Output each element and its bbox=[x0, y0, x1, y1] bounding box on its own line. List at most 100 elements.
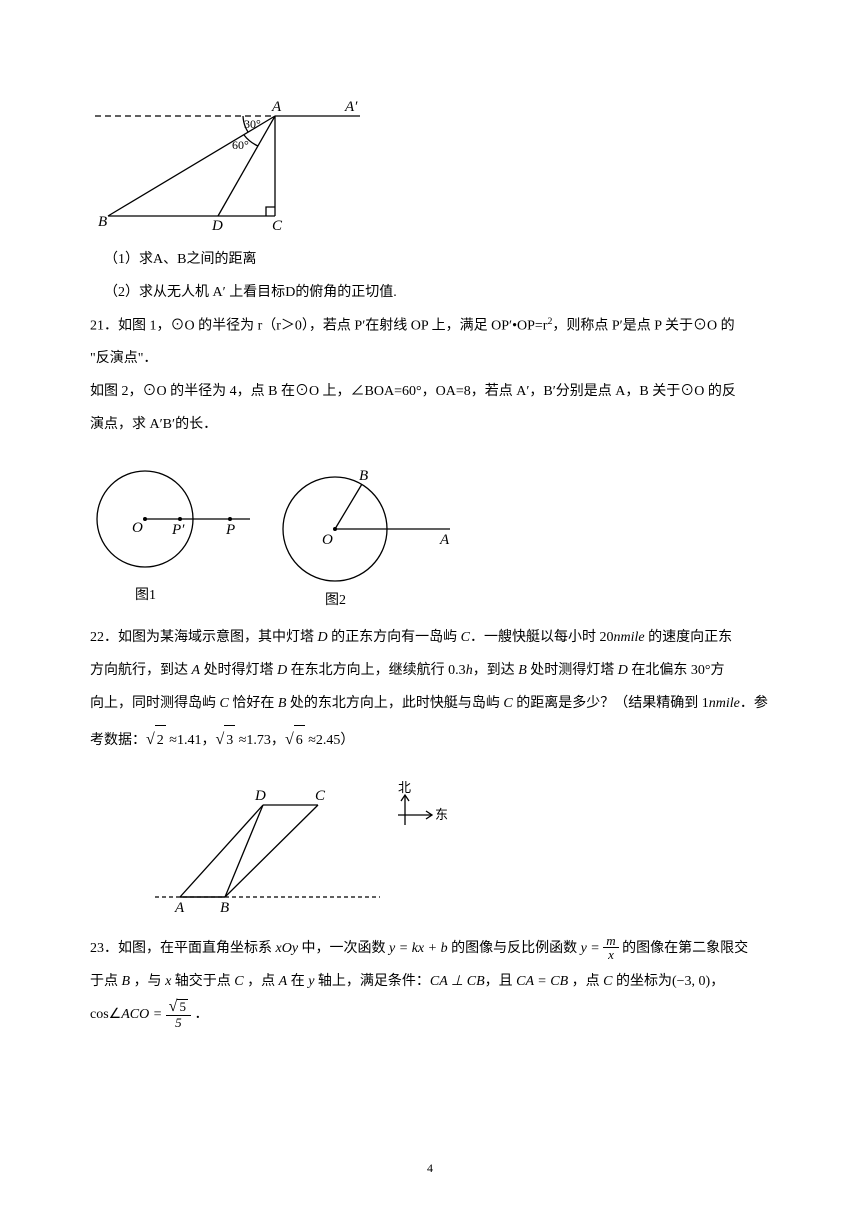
t: 处时测得灯塔 bbox=[527, 663, 618, 678]
t: 上看目标 bbox=[229, 285, 285, 300]
t: x bbox=[603, 948, 618, 961]
t: （1）求 bbox=[104, 252, 153, 267]
t: ． bbox=[191, 1007, 209, 1022]
t: 考数据： bbox=[90, 733, 146, 748]
t: 处的东北方向上，此时快艇与岛屿 bbox=[286, 696, 503, 711]
label-D: D bbox=[211, 218, 223, 233]
t: 中，一次函数 bbox=[298, 941, 389, 956]
q23-line1: 23．如图，在平面直角坐标系 xOy 中，一次函数 y = kx + b 的图像… bbox=[90, 934, 770, 965]
t: ≈1.73， bbox=[235, 733, 285, 748]
t: (−3, 0) bbox=[672, 974, 710, 989]
t: D bbox=[318, 630, 328, 645]
label-O1: O bbox=[132, 520, 143, 536]
t: 2 bbox=[155, 725, 166, 757]
t: 在东北方向上，继续航行 0.3 bbox=[287, 663, 466, 678]
q21-line4: 演点，求 A′B′的长． bbox=[90, 410, 770, 441]
t: y = bbox=[581, 941, 604, 956]
t: D bbox=[618, 663, 628, 678]
q21-line3: 如图 2，⊙O 的半径为 4，点 B 在⊙O 上，∠BOA=60°，OA=8，若… bbox=[90, 377, 770, 408]
t: ．一艘快艇以每小时 20 bbox=[470, 630, 614, 645]
t: （2）求从无人机 bbox=[104, 285, 209, 300]
t: m bbox=[603, 934, 618, 948]
t: xOy bbox=[276, 941, 299, 956]
caption-fig2: 图2 bbox=[325, 593, 346, 608]
q20-part1: （1）求A、B之间的距离 bbox=[90, 245, 770, 276]
t: 5 bbox=[177, 999, 188, 1013]
label-east: 东 bbox=[435, 807, 448, 822]
label-O2: O bbox=[322, 532, 333, 548]
t: 6 bbox=[294, 725, 305, 757]
label-P: P bbox=[225, 522, 235, 538]
t: 向上，同时测得岛屿 bbox=[90, 696, 220, 711]
label-B: B bbox=[98, 214, 107, 230]
label-B2: B bbox=[359, 468, 368, 484]
t: 方向航行，到达 bbox=[90, 663, 192, 678]
t: ≈2.45） bbox=[305, 733, 355, 748]
t: ， bbox=[710, 974, 724, 989]
t: 恰好在 bbox=[229, 696, 278, 711]
label-Aprime: A′ bbox=[344, 99, 358, 115]
t: CA ⊥ CB bbox=[430, 974, 485, 989]
t: C bbox=[234, 974, 243, 989]
t: 3 bbox=[224, 725, 235, 757]
caption-fig1: 图1 bbox=[135, 588, 156, 603]
label-30: 30° bbox=[244, 117, 261, 131]
figure-nav: A B D C 北 东 bbox=[150, 767, 770, 922]
q22-line1: 22．如图为某海域示意图，其中灯塔 D 的正东方向有一岛屿 C．一艘快艇以每小时… bbox=[90, 623, 770, 654]
t: CA = CB bbox=[516, 974, 568, 989]
label-Pprime: P′ bbox=[171, 522, 185, 538]
q23-line2: 于点 B ，与 x 轴交于点 C ，点 A 在 y 轴上，满足条件：CA ⊥ C… bbox=[90, 967, 770, 998]
label-60: 60° bbox=[232, 138, 249, 152]
t: 轴上，满足条件： bbox=[314, 974, 430, 989]
label-A2: A bbox=[439, 532, 450, 548]
t: 的正东方向有一岛屿 bbox=[328, 630, 461, 645]
t: 的图像在第二象限交 bbox=[619, 941, 749, 956]
t: 于点 bbox=[90, 974, 122, 989]
t: 的距离是多少？（结果精确到 1 bbox=[513, 696, 709, 711]
t: ，且 bbox=[485, 974, 517, 989]
t: ACO = bbox=[121, 1007, 165, 1022]
t: 在 bbox=[287, 974, 308, 989]
label-C3: C bbox=[315, 788, 326, 804]
t: 5 bbox=[166, 1016, 191, 1029]
t: B bbox=[518, 663, 527, 678]
t: A′ bbox=[209, 285, 229, 300]
t: nmile bbox=[709, 696, 740, 711]
q20-part2: （2）求从无人机 A′ 上看目标D的俯角的正切值. bbox=[90, 278, 770, 309]
label-A: A bbox=[271, 99, 282, 115]
figure-triangle: A A′ B D C 30° 60° bbox=[90, 98, 770, 233]
page-number: 4 bbox=[427, 1161, 433, 1176]
q23-line3: cos∠ACO = 5 5 ． bbox=[90, 1000, 770, 1031]
t: A bbox=[192, 663, 201, 678]
t: A、B bbox=[153, 252, 186, 267]
t: 21．如图 1，⊙O 的半径为 r（r＞0），若点 P′在射线 OP 上，满足 … bbox=[90, 318, 547, 333]
t: D bbox=[277, 663, 287, 678]
t: ，则称点 P′是点 P 关于⊙O 的 bbox=[552, 318, 734, 333]
q22-line4: 考数据：2 ≈1.41，3 ≈1.73，6 ≈2.45） bbox=[90, 722, 770, 757]
t: D bbox=[285, 285, 295, 300]
label-A3: A bbox=[174, 900, 185, 916]
t: ．参 bbox=[740, 696, 768, 711]
t: A bbox=[279, 974, 288, 989]
t: ，点 bbox=[568, 974, 603, 989]
t: 22．如图为某海域示意图，其中灯塔 bbox=[90, 630, 318, 645]
t: ，点 bbox=[244, 974, 279, 989]
t: C bbox=[220, 696, 229, 711]
document-content: A A′ B D C 30° 60° （1）求A、B之间的距离 （2）求从无人机… bbox=[90, 98, 770, 1031]
t: nmile bbox=[613, 630, 644, 645]
t: C bbox=[461, 630, 470, 645]
label-north: 北 bbox=[398, 780, 411, 795]
t: ，与 bbox=[130, 974, 165, 989]
label-D3: D bbox=[254, 788, 266, 804]
t: 轴交于点 bbox=[171, 974, 234, 989]
t: 在北偏东 30°方 bbox=[628, 663, 725, 678]
t: 处时得灯塔 bbox=[200, 663, 277, 678]
label-C: C bbox=[272, 218, 283, 233]
q22-line3: 向上，同时测得岛屿 C 恰好在 B 处的东北方向上，此时快艇与岛屿 C 的距离是… bbox=[90, 689, 770, 720]
t: y = kx + b bbox=[389, 941, 448, 956]
q22-line2: 方向航行，到达 A 处时得灯塔 D 在东北方向上，继续航行 0.3h，到达 B … bbox=[90, 656, 770, 687]
q21-line2: "反演点"． bbox=[90, 344, 770, 375]
t: cos∠ bbox=[90, 1007, 121, 1022]
t: 的速度向正东 bbox=[645, 630, 733, 645]
label-B3: B bbox=[220, 900, 229, 916]
